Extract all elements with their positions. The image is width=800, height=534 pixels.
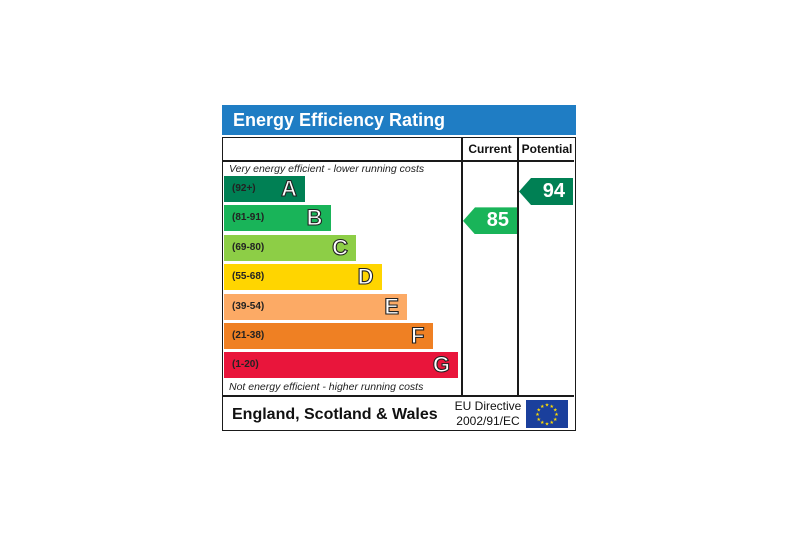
band-range-c: (69-80) <box>232 241 265 253</box>
current-rating-value: 85 <box>486 209 509 232</box>
eu-star-icon: ★ <box>550 420 555 426</box>
potential-column-header: Potential <box>521 142 573 156</box>
potential-rating-arrow: 94 <box>519 178 573 205</box>
eu-star-icon: ★ <box>550 404 555 410</box>
rating-band-d: (55-68) D <box>224 264 382 291</box>
eu-star-icon: ★ <box>537 407 542 413</box>
eu-star-icon: ★ <box>537 417 542 423</box>
eu-star-icon: ★ <box>545 403 550 409</box>
rating-band-g: (1-20) G <box>224 352 458 379</box>
eu-star-icon: ★ <box>554 412 559 418</box>
chart-frame: Current Potential Very energy efficient … <box>222 137 576 431</box>
band-letter-b: B <box>306 205 323 231</box>
band-range-b: (81-91) <box>232 212 265 224</box>
chart-title: Energy Efficiency Rating <box>222 105 576 135</box>
header-row-divider <box>223 160 574 162</box>
band-range-d: (55-68) <box>232 271 265 283</box>
eu-star-icon: ★ <box>553 407 558 413</box>
energy-rating-chart: Energy Efficiency Rating Current Potenti… <box>222 105 576 431</box>
rating-band-b: (81-91) B <box>224 205 331 232</box>
band-range-f: (21-38) <box>232 330 265 341</box>
top-caption: Very energy efficient - lower running co… <box>229 163 425 175</box>
band-letter-e: E <box>384 293 400 319</box>
eu-directive: EU Directive 2002/91/EC <box>452 399 524 429</box>
band-letter-a: A <box>281 175 298 201</box>
current-rating-arrow: 85 <box>463 207 517 235</box>
potential-rating-value: 94 <box>542 180 565 202</box>
eu-flag-icon: ★ ★ ★ ★ ★ ★ ★ ★ ★ ★ ★ ★ <box>526 400 568 428</box>
eu-star-icon: ★ <box>540 404 545 410</box>
potential-column-divider <box>517 138 519 395</box>
rating-band-e: (39-54) E <box>224 293 407 320</box>
band-range-g: (1-20) <box>232 359 259 371</box>
eu-star-icon: ★ <box>545 422 550 428</box>
region-label: England, Scotland & Wales <box>232 406 438 423</box>
band-letter-g: G <box>432 352 450 378</box>
eu-star-icon: ★ <box>553 417 558 423</box>
rating-band-a: (92+) A <box>224 175 305 202</box>
eu-directive-line1: EU Directive <box>454 399 522 413</box>
current-column-header: Current <box>468 142 512 156</box>
band-letter-f: F <box>410 322 425 348</box>
band-range-e: (39-54) <box>232 300 265 312</box>
band-letter-c: C <box>332 234 349 260</box>
bottom-caption: Not energy efficient - higher running co… <box>229 381 424 393</box>
footer-divider <box>223 395 574 397</box>
current-column-divider <box>461 138 463 395</box>
band-letter-d: D <box>357 264 374 290</box>
rating-band-f: (21-38) F <box>224 322 433 349</box>
rating-band-c: (69-80) C <box>224 234 356 261</box>
band-range-a: (92+) <box>232 183 256 194</box>
eu-star-icon: ★ <box>535 412 540 418</box>
eu-star-icon: ★ <box>540 420 545 426</box>
eu-directive-line2: 2002/91/EC <box>456 414 520 428</box>
